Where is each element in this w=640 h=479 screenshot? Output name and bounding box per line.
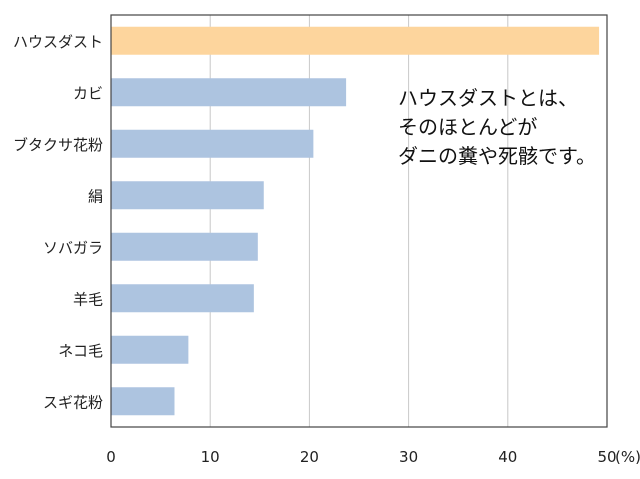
x-tick-label: 0 [106,448,116,466]
x-tick-label: 10 [201,448,220,466]
bar [111,335,189,364]
category-label: ハウスダスト [13,33,103,51]
annotation-text: ハウスダストとは、 そのほとんどが ダニの糞や死骸です。 [398,84,596,171]
category-label: スギ花粉 [43,393,103,411]
bar [111,26,600,55]
annotation-line-2: そのほとんどが [398,115,538,139]
grid-lines [209,15,509,427]
bars [111,26,600,416]
x-tick-label: 50 [597,448,616,466]
x-tick-labels: 0 10 20 30 40 50 [106,448,616,466]
category-label: ソバガラ [43,239,103,257]
bar [111,232,258,261]
category-label: 羊毛 [73,290,103,308]
annotation-line-3: ダニの糞や死骸です。 [398,144,596,168]
x-tick-label: 30 [399,448,418,466]
category-label: カビ [73,84,103,102]
plot-frame [110,14,608,428]
bar [111,129,314,158]
category-label: 絹 [88,187,103,205]
x-tick-label: 40 [498,448,517,466]
bar [111,78,347,107]
bar [111,387,175,416]
category-label: ネコ毛 [58,342,103,360]
category-label: ブタクサ花粉 [13,136,103,154]
bar [111,181,264,210]
x-unit-label: (%) [615,448,640,466]
annotation-line-1: ハウスダストとは、 [398,86,578,110]
bar [111,284,254,313]
x-tick-label: 20 [300,448,319,466]
